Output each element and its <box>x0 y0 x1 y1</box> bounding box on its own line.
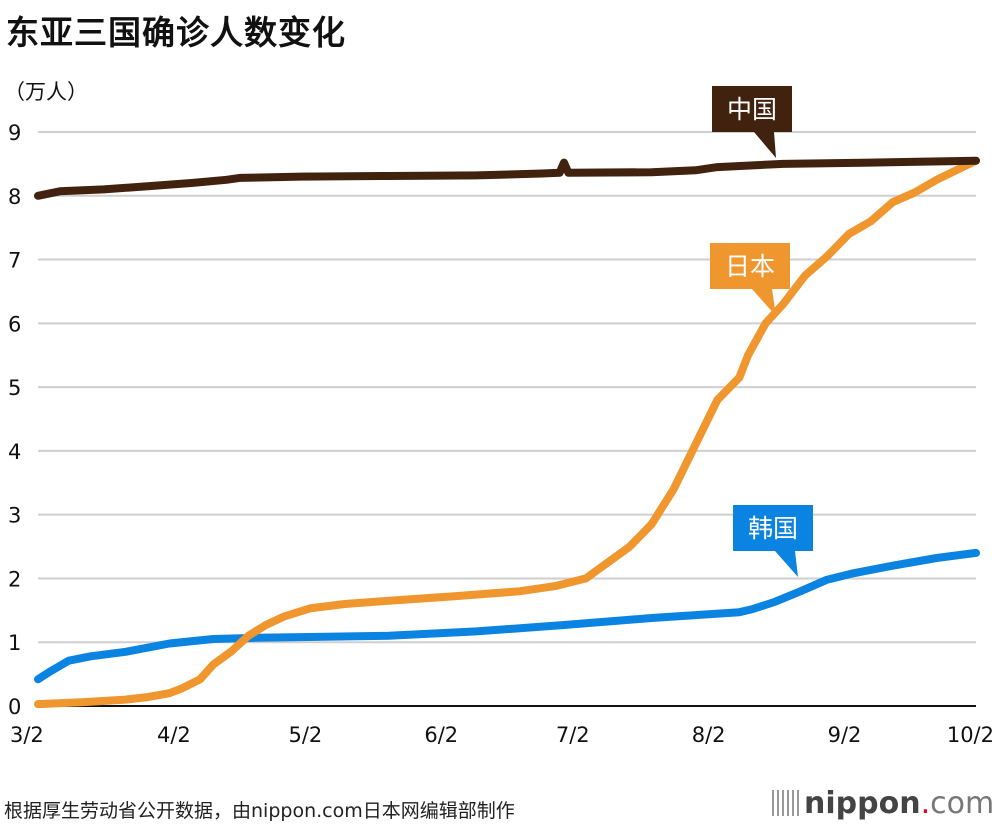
line-chart: 0 1 2 3 4 5 6 7 8 9 3/2 4/2 5/2 6/2 7/2 8/2 9/2 10/2 中国日… <box>8 86 994 747</box>
logo-bars-icon <box>772 790 800 816</box>
x-tick-label: 6/2 <box>424 723 458 747</box>
series-line-korea <box>34 548 980 684</box>
source-note: 根据厚生劳动省公开数据，由nippon.com日本网编辑部制作 <box>4 800 515 822</box>
y-tick-label: 2 <box>8 567 21 591</box>
x-tick-label: 3/2 <box>10 723 44 747</box>
nippon-logo: nippon.com <box>772 786 994 821</box>
y-tick-label: 5 <box>8 376 21 400</box>
legend-label-china: 中国 <box>727 95 777 124</box>
callout-korea: 韩国 <box>733 505 813 577</box>
y-tick-label: 9 <box>8 121 21 145</box>
callout-box <box>710 243 790 289</box>
y-tick-label: 4 <box>8 440 21 464</box>
callout-china: 中国 <box>712 86 792 158</box>
callout-japan: 日本 <box>710 243 790 316</box>
x-tick-label: 7/2 <box>556 723 590 747</box>
y-axis-unit-label: （万人） <box>4 80 88 104</box>
x-tick-label: 8/2 <box>692 723 726 747</box>
x-tick-label: 4/2 <box>157 723 191 747</box>
x-axis-ticks: 3/2 4/2 5/2 6/2 7/2 8/2 9/2 10/2 <box>10 723 994 747</box>
y-tick-label: 7 <box>8 249 21 273</box>
callout-pointer <box>754 132 776 158</box>
gridlines <box>38 131 976 707</box>
series-line-china <box>34 156 980 200</box>
legend-label-japan: 日本 <box>725 252 775 281</box>
y-tick-label: 6 <box>8 312 21 336</box>
legend-label-korea: 韩国 <box>748 514 798 543</box>
x-tick-label: 9/2 <box>828 723 862 747</box>
callout-pointer <box>775 551 798 577</box>
callout-pointer <box>752 289 776 316</box>
y-tick-label: 3 <box>8 504 21 528</box>
series-lines <box>34 156 980 709</box>
y-axis-ticks: 0 1 2 3 4 5 6 7 8 9 <box>8 121 21 719</box>
y-tick-label: 8 <box>8 185 21 209</box>
y-tick-label: 1 <box>8 631 21 655</box>
y-tick-label: 0 <box>8 695 21 719</box>
callout-box <box>733 505 813 551</box>
chart-title: 东亚三国确诊人数变化 <box>6 13 346 52</box>
x-tick-label: 5/2 <box>288 723 322 747</box>
callout-box <box>712 86 792 132</box>
x-tick-label: 10/2 <box>947 723 994 747</box>
series-line-japan <box>34 156 980 709</box>
